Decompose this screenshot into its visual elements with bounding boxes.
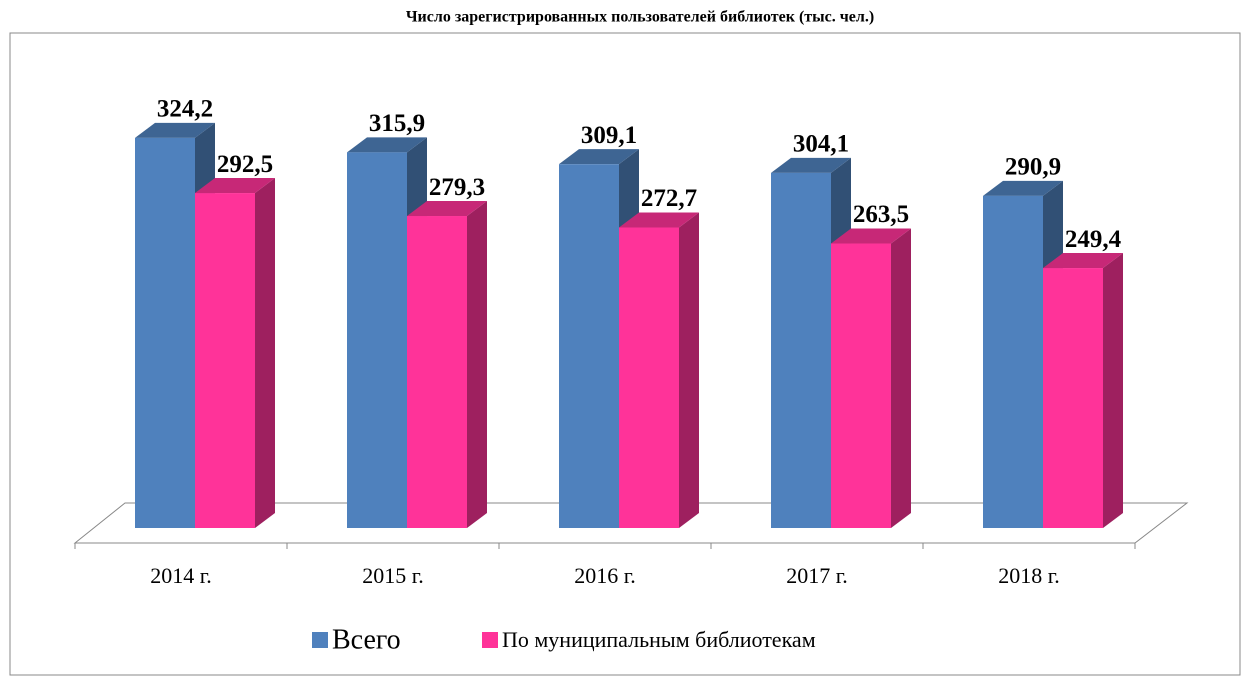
- bar: [195, 193, 255, 529]
- x-tick-label: 2014 г.: [150, 563, 212, 588]
- legend-label: Всего: [332, 624, 401, 655]
- x-tick-label: 2017 г.: [786, 563, 848, 588]
- data-label: 290,9: [1005, 154, 1061, 181]
- x-tick-label: 2016 г.: [574, 563, 636, 588]
- bar-top: [135, 122, 215, 138]
- x-tick-label: 2018 г.: [998, 563, 1060, 588]
- bar: [983, 195, 1043, 529]
- bar-top: [347, 137, 427, 153]
- bar: [619, 227, 679, 528]
- data-label: 324,2: [157, 96, 213, 123]
- bar-top: [619, 212, 699, 228]
- bar-side: [1103, 253, 1123, 528]
- bar-top: [1043, 253, 1123, 269]
- bar: [407, 216, 467, 528]
- legend-swatch: [312, 632, 328, 648]
- bar-side: [679, 212, 699, 528]
- bar: [135, 137, 195, 528]
- data-label: 263,5: [853, 201, 909, 228]
- bar-top: [407, 201, 487, 217]
- bar-side: [891, 228, 911, 528]
- bar: [771, 172, 831, 528]
- legend-swatch: [482, 632, 498, 648]
- bar-top: [559, 149, 639, 165]
- bar: [1043, 268, 1103, 528]
- data-label: 304,1: [793, 131, 849, 158]
- data-label: 279,3: [429, 174, 485, 201]
- bar-side: [255, 178, 275, 529]
- chart-title: Число зарегистрированных пользователей б…: [406, 9, 874, 26]
- bar-side: [467, 201, 487, 528]
- bar-top: [771, 157, 851, 173]
- bar-top: [831, 228, 911, 244]
- data-label: 309,1: [581, 122, 637, 149]
- data-label: 315,9: [369, 110, 425, 137]
- legend-label: По муниципальным библиотекам: [502, 627, 816, 652]
- data-label: 272,7: [641, 185, 697, 212]
- bar-top: [983, 180, 1063, 196]
- chart-frame: [9, 32, 1241, 676]
- data-label: 292,5: [217, 151, 273, 178]
- x-tick-label: 2015 г.: [362, 563, 424, 588]
- bar: [559, 164, 619, 528]
- bar: [347, 152, 407, 529]
- bar: [831, 243, 891, 528]
- bar-top: [195, 178, 275, 194]
- data-label: 249,4: [1065, 226, 1122, 253]
